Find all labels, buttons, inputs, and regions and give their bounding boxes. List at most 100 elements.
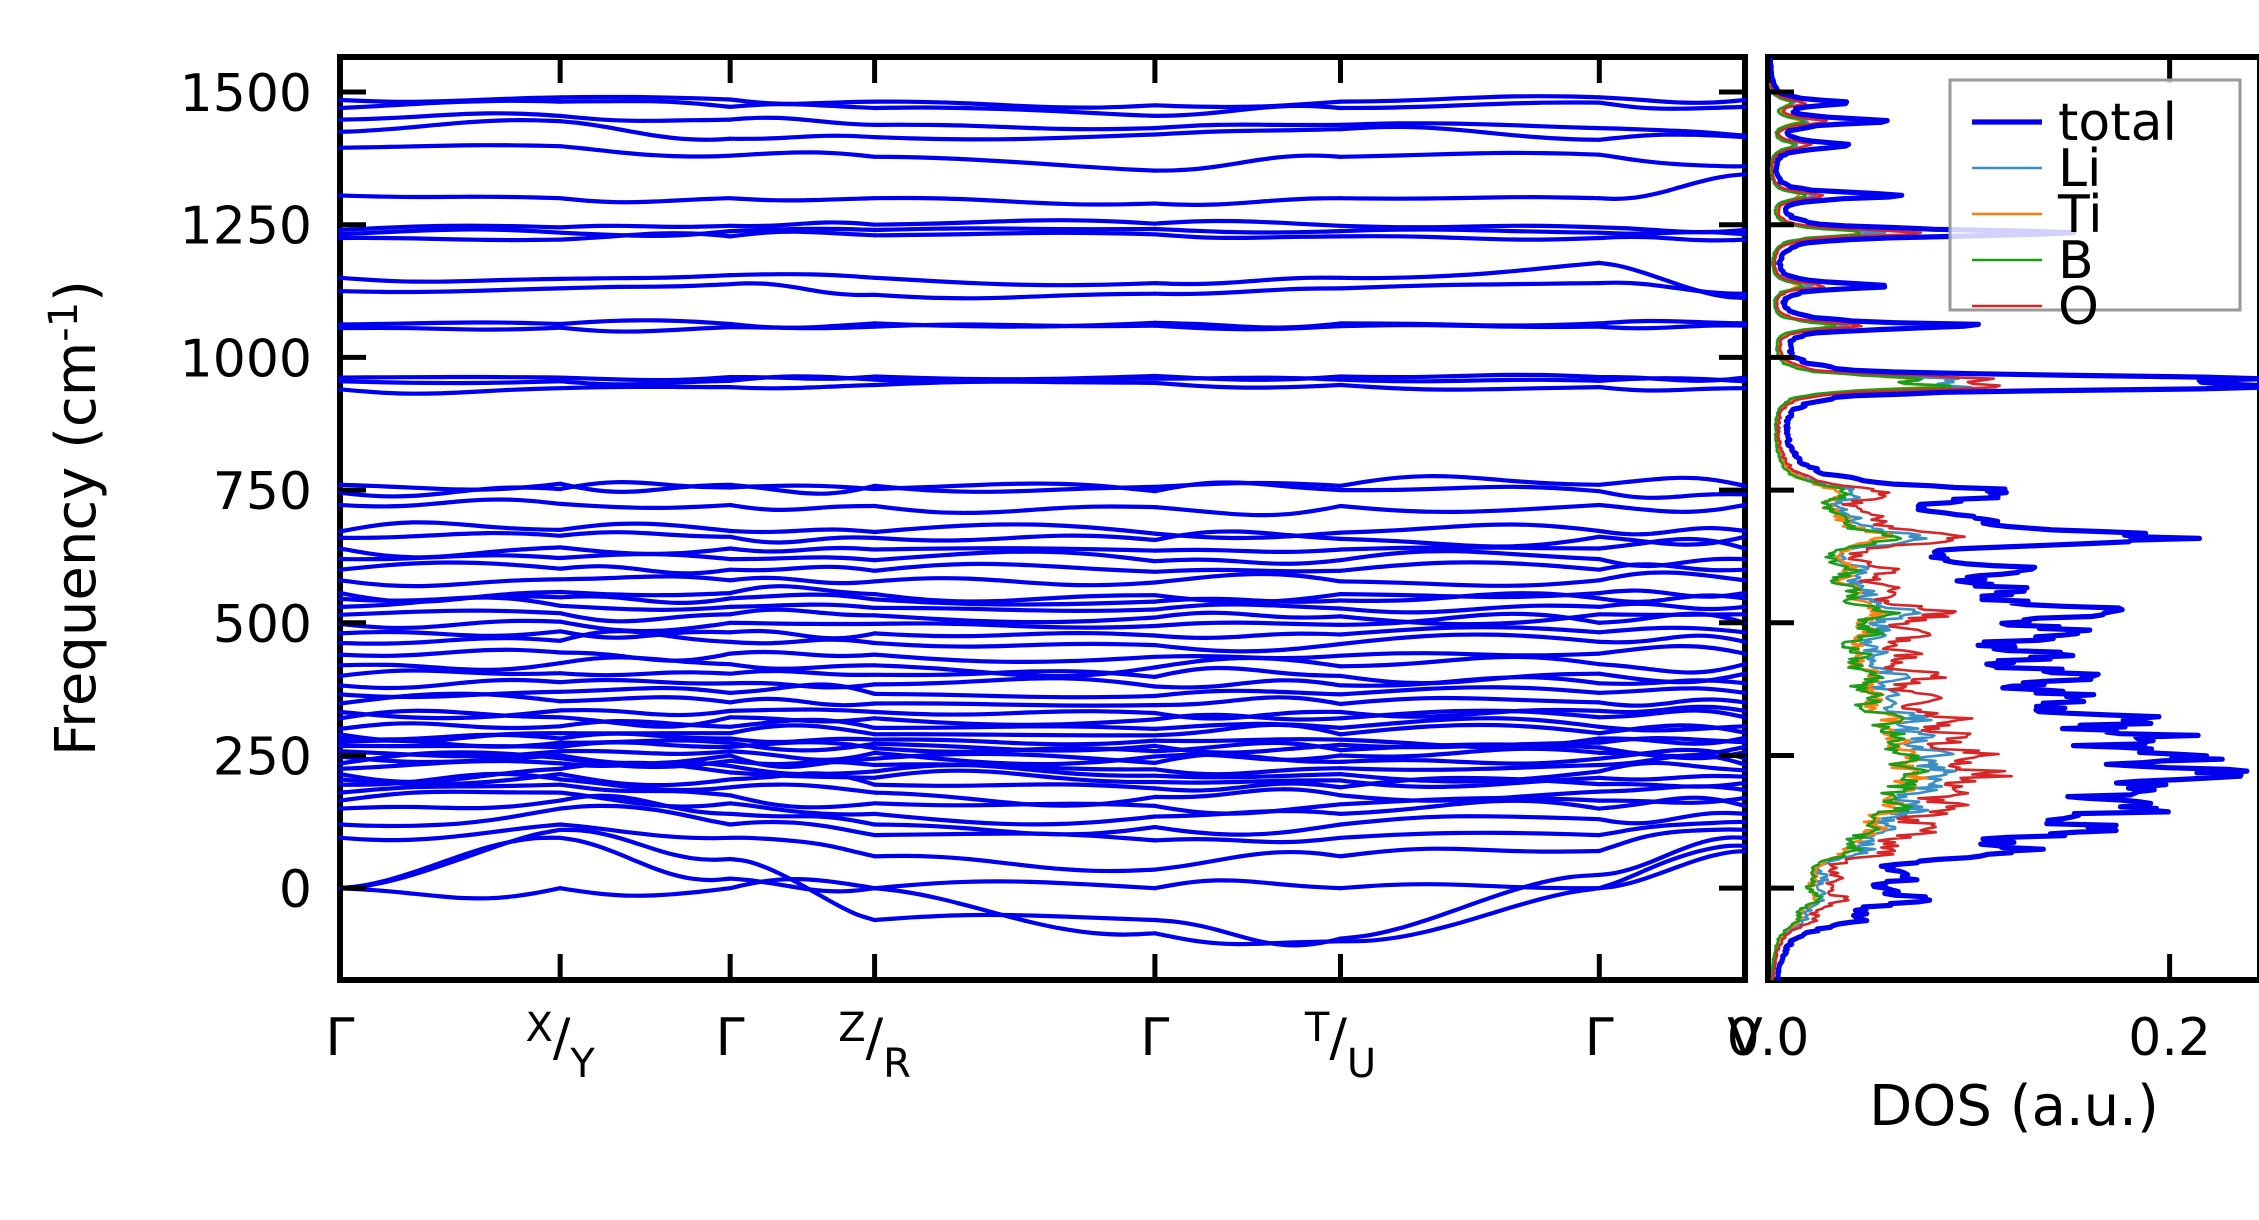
phonon-band-curve — [1338, 603, 1602, 615]
phonon-band-curve — [872, 291, 1157, 301]
phonon-band-curve — [1338, 534, 1602, 549]
phonon-band-curve — [558, 99, 733, 109]
phonon-band-curve — [728, 575, 877, 586]
phonon-band-curve — [728, 782, 877, 795]
phonon-band-curve — [1597, 172, 1748, 201]
phonon-band-curve — [1338, 124, 1602, 142]
phonon-band-curve — [337, 481, 563, 492]
phonon-band-curve — [337, 577, 563, 589]
phonon-band-curve — [1152, 530, 1343, 541]
phonon-band-curve — [728, 482, 877, 496]
phonon-band-curve — [1152, 931, 1343, 947]
y-tick-label: 1500 — [180, 64, 312, 124]
phonon-band-curve — [1338, 756, 1602, 766]
phonon-band-curve — [1338, 195, 1602, 201]
phonon-band-curve — [1338, 789, 1602, 803]
phonon-band-curve — [1152, 688, 1343, 699]
phonon-band-curve — [1338, 762, 1602, 772]
phonon-band-curve — [1338, 886, 1602, 944]
legend-label-b[interactable]: B — [2058, 231, 2094, 291]
phonon-band-curve — [558, 282, 733, 291]
y-tick-label: 250 — [213, 727, 312, 787]
phonon-band-curve — [337, 689, 563, 700]
phonon-band-curve — [1338, 591, 1602, 600]
phonon-band-curve — [558, 196, 733, 205]
phonon-band-curve — [1152, 781, 1343, 793]
phonon-band-curve — [728, 637, 877, 646]
phonon-band-curve — [872, 768, 1157, 785]
phonon-band-curve — [872, 549, 1157, 564]
phonon-band-curve — [872, 132, 1157, 142]
phonon-band-curve — [558, 790, 733, 809]
phonon-band-curve — [728, 555, 877, 563]
phonon-band-curve — [728, 620, 877, 627]
phonon-band-curve — [558, 589, 733, 598]
phonon-band-curve — [558, 619, 733, 634]
phonon-band-curve — [1152, 610, 1343, 620]
phonon-band-curve — [1338, 707, 1602, 719]
phonon-band-curve — [1338, 746, 1602, 759]
phonon-band-curve — [1152, 917, 1343, 948]
phonon-band-curve — [872, 195, 1157, 207]
phonon-band-curve — [872, 709, 1157, 717]
phonon-band-curve — [558, 803, 733, 827]
phonon-band-curve — [1152, 218, 1343, 228]
phonon-band-curve — [872, 546, 1157, 553]
phonon-band-curve — [728, 649, 877, 659]
phonon-band-curve — [1152, 778, 1343, 785]
phonon-band-curve — [1597, 760, 1748, 774]
phonon-band-curve — [558, 144, 733, 159]
phonon-band-curve — [1152, 721, 1343, 731]
phonon-band-curve — [337, 636, 563, 646]
phonon-band-curve — [558, 707, 733, 718]
y-tick-label: 750 — [213, 462, 312, 522]
phonon-band-curve — [337, 95, 563, 104]
legend-label-li[interactable]: Li — [2058, 139, 2101, 199]
legend-label-total[interactable]: total — [2058, 93, 2177, 153]
legend-label-o[interactable]: O — [2058, 277, 2099, 337]
phonon-band-curve — [728, 226, 877, 234]
phonon-band-curve — [337, 822, 563, 843]
phonon-band-curve — [728, 534, 877, 545]
phonon-band-curve — [558, 481, 733, 494]
phonon-band-curve — [1152, 722, 1343, 738]
band-x-tick-label-slash: / — [553, 1008, 571, 1068]
phonon-band-curve — [1338, 654, 1602, 669]
phonon-band-curve — [1152, 103, 1343, 118]
phonon-band-curve — [1597, 662, 1748, 675]
phonon-band-curve — [872, 732, 1157, 738]
phonon-band-curve — [558, 629, 733, 640]
legend-label-ti[interactable]: Ti — [2057, 185, 2103, 245]
phonon-band-curve — [1338, 578, 1602, 588]
phonon-band-curve — [337, 772, 563, 787]
band-x-tick-label-sub: U — [1347, 1041, 1376, 1087]
phonon-band-curve — [558, 223, 733, 230]
phonon-band-curve — [1152, 737, 1343, 744]
band-x-tick-label-sub: Y — [569, 1041, 595, 1087]
phonon-band-curve — [1597, 502, 1748, 514]
phonon-band-curve — [1338, 736, 1602, 750]
phonon-band-curve — [728, 97, 877, 106]
y-axis-title: Frequency (cm-1) — [41, 280, 109, 756]
phonon-band-curve — [728, 229, 877, 239]
phonon-band-curve — [558, 756, 733, 769]
phonon-band-curve — [558, 384, 733, 391]
phonon-band-curve — [728, 602, 877, 610]
phonon-band-curve — [872, 879, 1157, 891]
phonon-band-curve — [728, 770, 877, 780]
phonon-band-curve — [337, 560, 563, 572]
phonon-band-curve — [1597, 588, 1748, 599]
phonon-band-curve — [1152, 835, 1343, 845]
phonon-band-curve — [1597, 744, 1748, 759]
phonon-band-curve — [1597, 570, 1748, 583]
phonon-band-curve — [337, 629, 563, 638]
phonon-band-curve — [337, 193, 563, 201]
phonon-band-curve — [337, 379, 563, 386]
phonon-band-curve — [1597, 601, 1748, 612]
phonon-band-curve — [337, 731, 563, 744]
phonon-band-curve — [558, 782, 733, 798]
phonon-band-curve — [558, 501, 733, 510]
phonon-band-curve — [1338, 121, 1602, 131]
